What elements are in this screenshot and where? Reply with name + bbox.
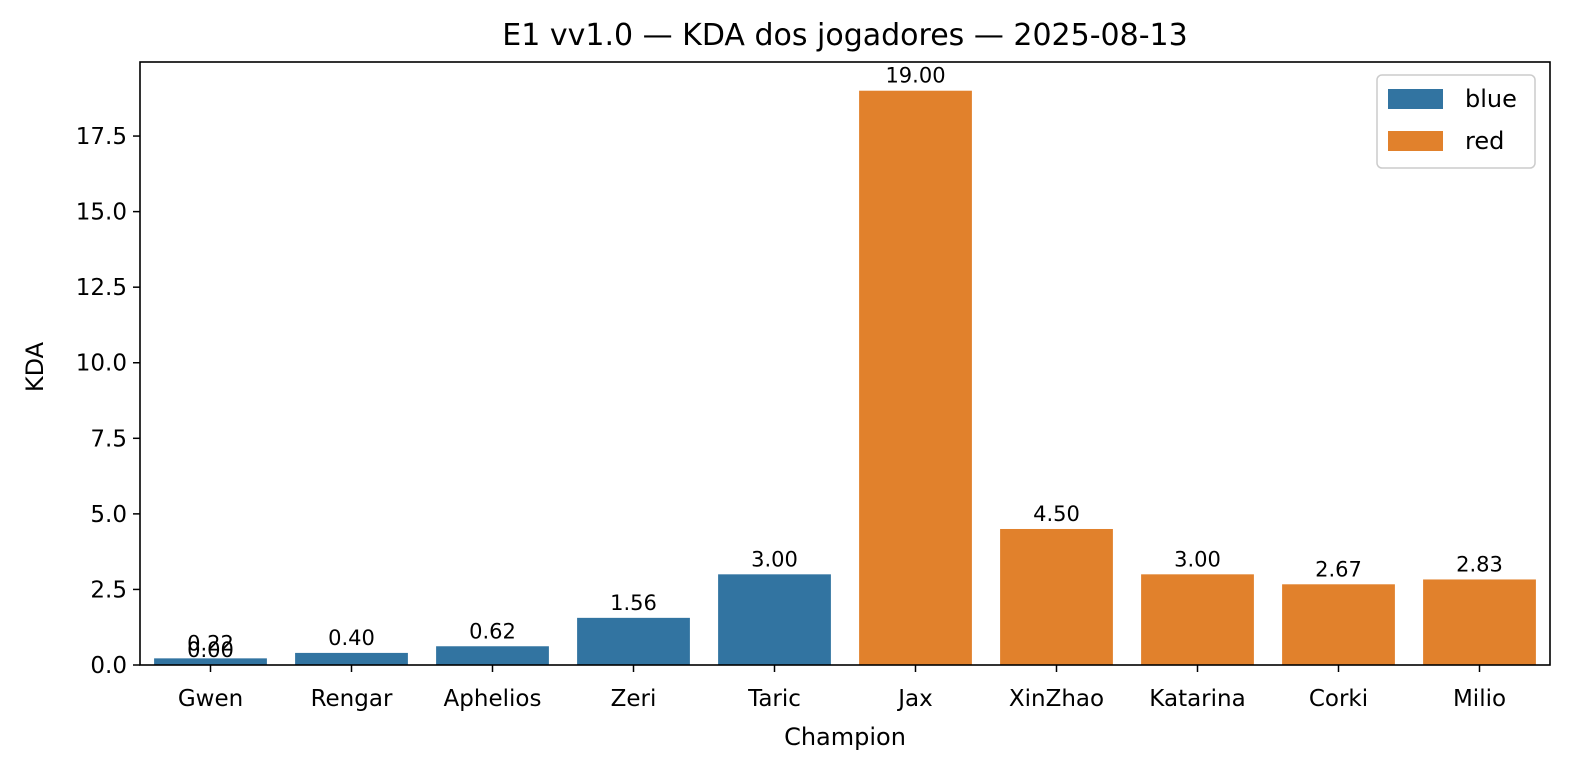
x-tick-label: Rengar [311,686,393,712]
bar-jax-red [859,90,972,665]
x-tick-label: XinZhao [1009,686,1104,712]
x-tick-label: Aphelios [444,686,542,712]
bar-value-label: 0.00 [187,638,234,662]
y-axis-title: KDA [21,341,49,392]
bar-value-label: 3.00 [1174,547,1221,571]
bar-value-label: 2.67 [1315,557,1362,581]
bar-taric-blue [718,574,831,665]
y-tick-label: 10.0 [76,351,127,377]
x-tick-label: Corki [1309,686,1368,712]
chart-title: E1 vv1.0 — KDA dos jogadores — 2025-08-1… [502,18,1187,53]
legend-swatch-blue [1388,89,1443,109]
x-tick-label: Taric [747,686,801,712]
bar-value-label: 0.40 [328,626,375,650]
y-tick-label: 7.5 [90,426,127,452]
x-tick-label: Milio [1453,686,1506,712]
bar-katarina-red [1141,574,1254,665]
bar-value-label: 4.50 [1033,502,1080,526]
bar-aphelios-blue [436,646,549,665]
plot-area: 0.220.00 0.40 0.62 1.56 3.00 19.00 4.50 3.00 2.6… [76,61,1551,712]
legend-label-blue: blue [1465,85,1517,113]
bar-value-label: 19.00 [885,64,945,88]
bar-zeri-blue [577,617,690,665]
bar-value-label: 0.62 [469,619,516,643]
bar-corki-red [1282,584,1395,665]
bar-value-label: 0.22 [187,631,234,655]
y-tick-label: 5.0 [90,502,127,528]
y-tick-label: 2.5 [90,577,127,603]
bar-value-label: 2.83 [1456,552,1503,576]
legend-label-red: red [1465,127,1504,155]
bar-value-label: 3.00 [751,547,798,571]
legend-swatch-red [1388,131,1443,151]
y-tick-label: 12.5 [76,275,127,301]
x-tick-label: Jax [896,686,933,712]
x-tick-label: Gwen [178,686,243,712]
bar-xinzhao-red [1000,528,1113,665]
bar-milio-red [1423,579,1536,665]
y-tick-label: 17.5 [76,124,127,150]
x-tick-label: Katarina [1149,686,1245,712]
x-axis-title: Champion [784,723,906,751]
legend: blue red [1376,74,1536,169]
x-tick-label: Zeri [611,686,657,712]
bar-rengar-blue [295,652,408,665]
y-tick-label: 15.0 [76,200,127,226]
axes-frame [139,61,1551,666]
bar-gwen-blue [154,658,267,665]
y-tick-label: 0.0 [90,653,127,679]
bar-value-label: 1.56 [610,591,657,615]
